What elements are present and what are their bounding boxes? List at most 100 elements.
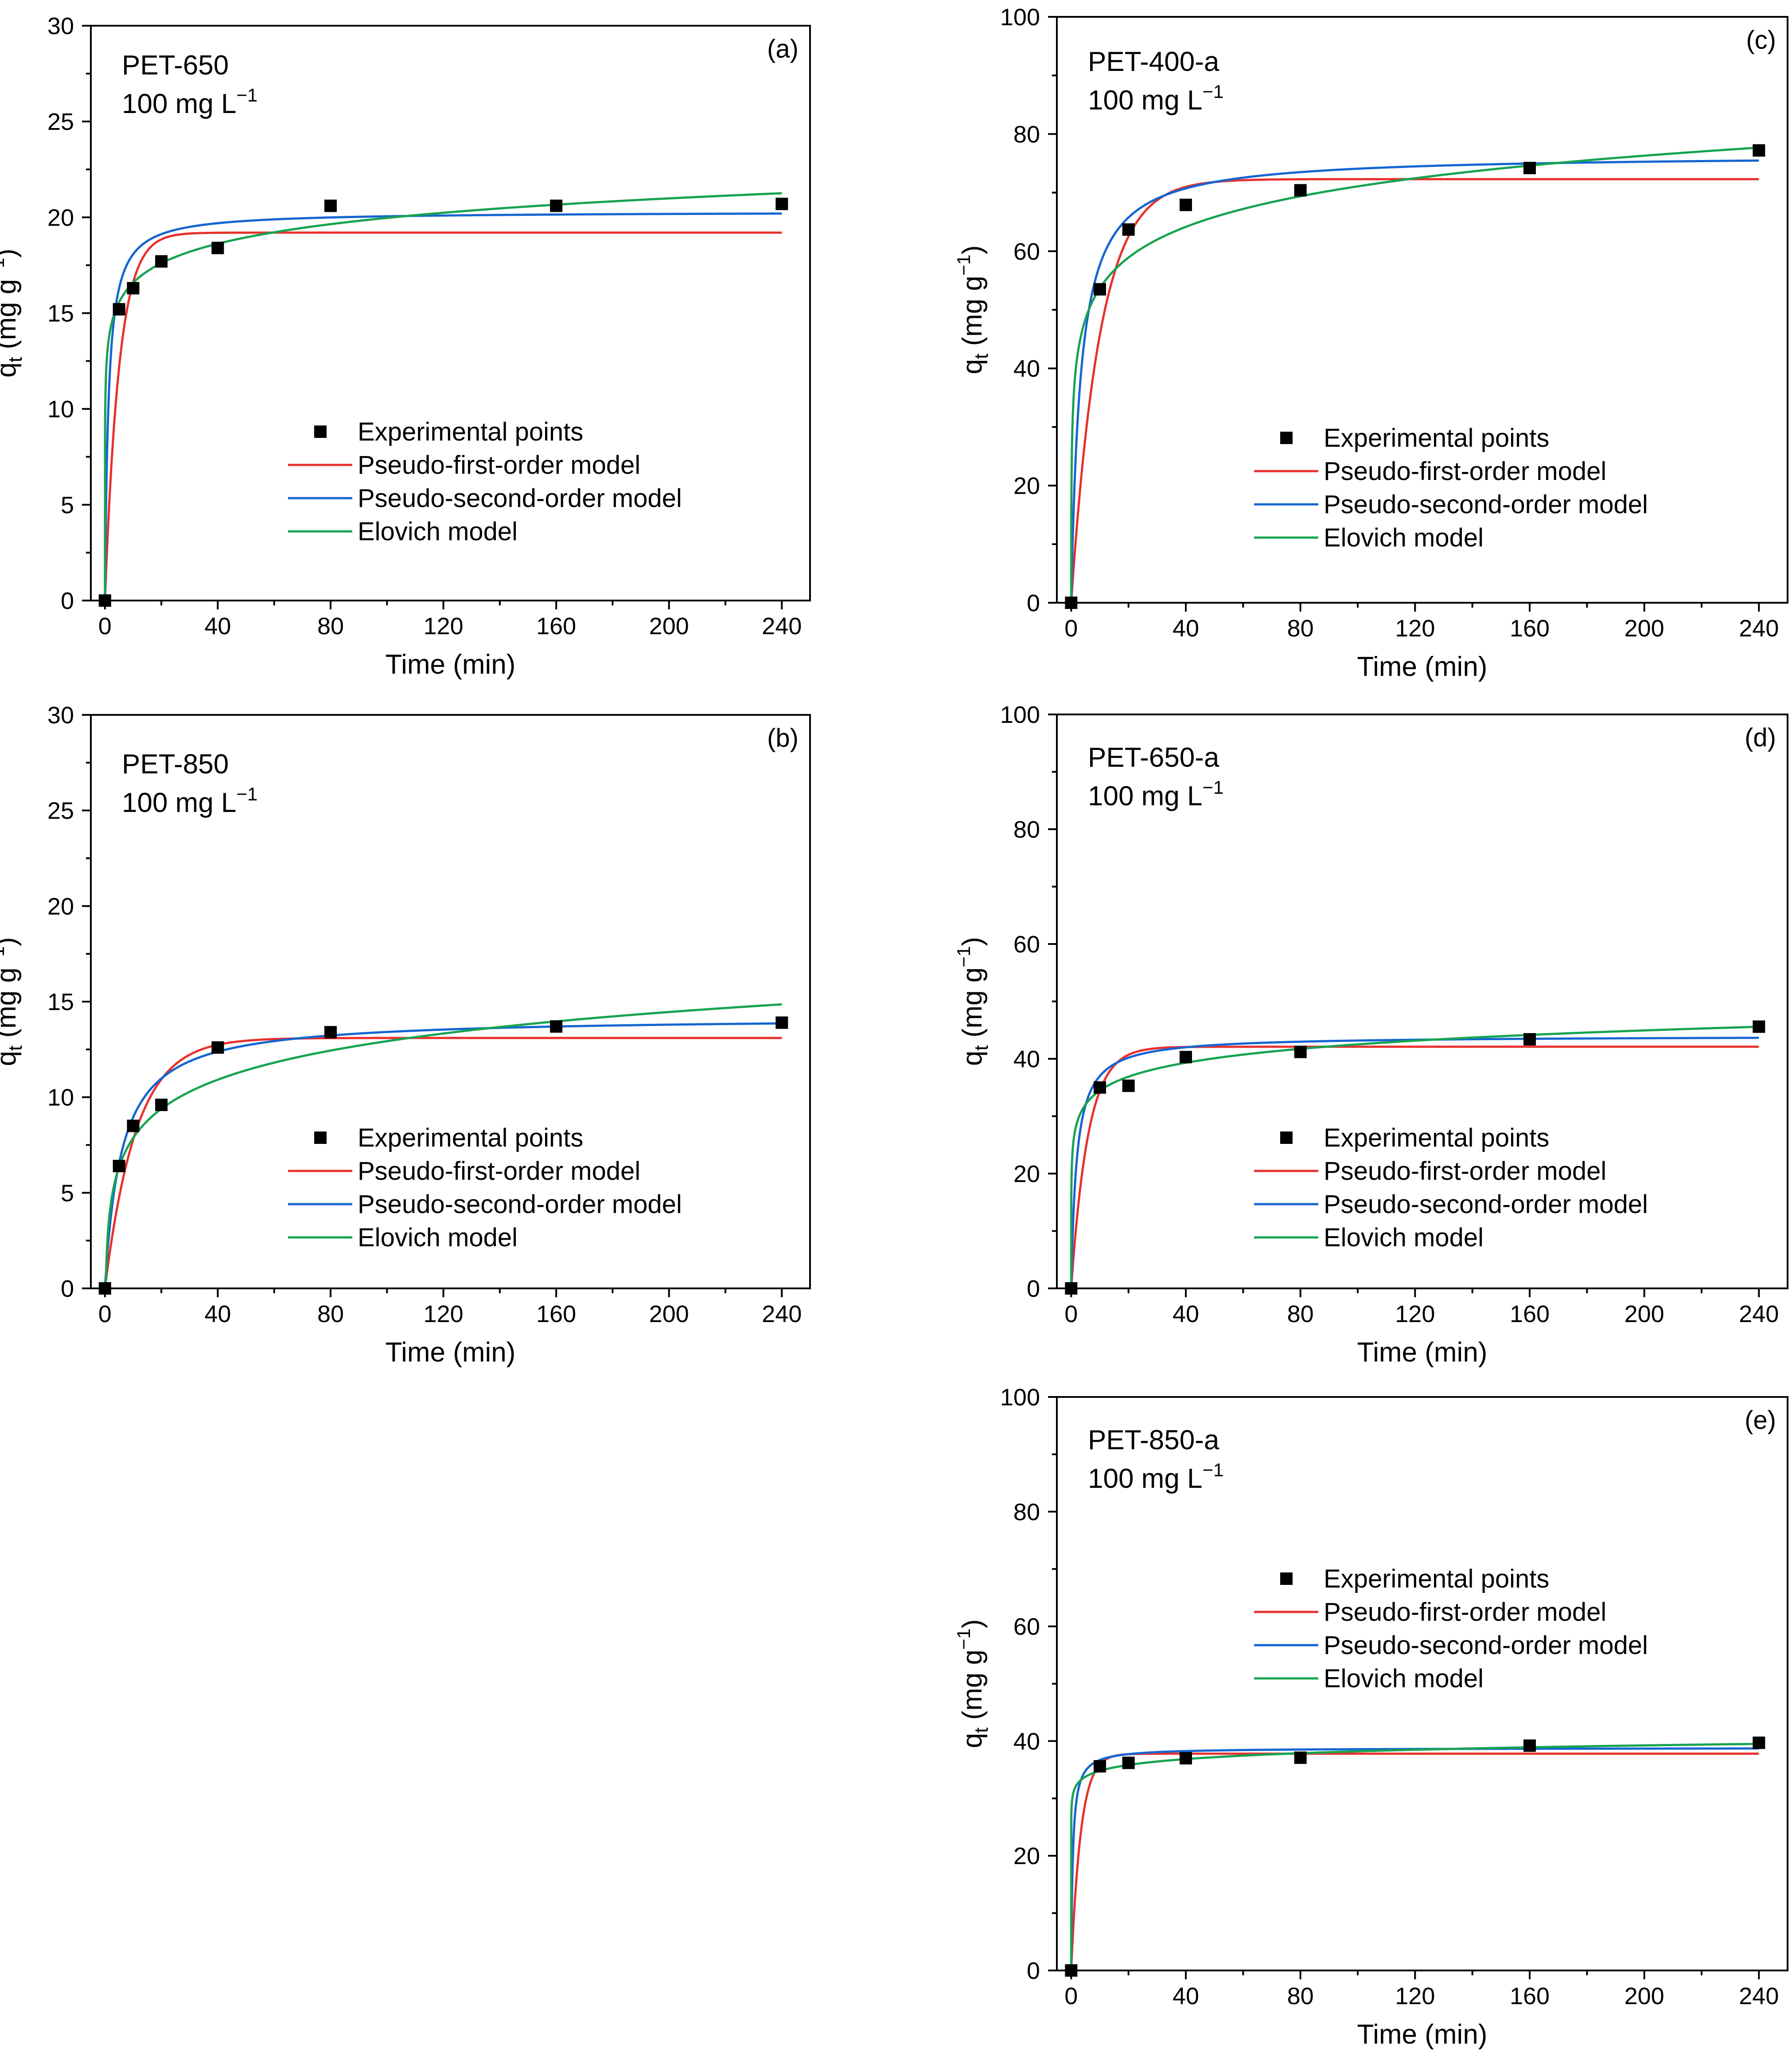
concentration-label: 100 mg L−1 — [1088, 81, 1223, 116]
x-tick-label: 160 — [536, 1301, 576, 1327]
chart-panel-b: 0 40 80 120 160 200 240 0 5 10 15 20 25 30 Time (min) q… — [0, 702, 811, 1368]
legend-experimental-marker — [1280, 432, 1293, 444]
y-axis-unit-exponent: −1 — [953, 946, 974, 968]
y-axis-unit: (mg g — [0, 279, 22, 357]
x-tick-label: 240 — [1739, 1983, 1779, 2009]
pfo-model-curve — [104, 231, 782, 601]
pfo-model-curve — [1070, 1752, 1759, 1970]
y-axis-unit-close: ) — [0, 937, 22, 947]
y-tick-label: 100 — [1000, 702, 1040, 728]
y-axis-unit-exponent: −1 — [953, 1628, 974, 1650]
model-curves — [1070, 146, 1759, 603]
x-tick-label: 40 — [1173, 1983, 1199, 2009]
x-tick-label: 40 — [204, 1301, 231, 1327]
experimental-point — [155, 1098, 168, 1111]
y-axis-title: qt (mg g−1) — [0, 937, 26, 1066]
y-tick-label: 0 — [61, 1276, 74, 1302]
experimental-point — [1523, 162, 1536, 175]
pso-model-curve — [1070, 1037, 1759, 1288]
x-tick-label: 120 — [1395, 1301, 1435, 1327]
concentration-label: 100 mg L−1 — [122, 85, 257, 119]
experimental-point — [113, 303, 125, 316]
legend-elovich-label: Elovich model — [358, 517, 518, 546]
x-tick-label: 200 — [1624, 1983, 1664, 2009]
experimental-point — [1122, 223, 1135, 236]
y-tick-label: 0 — [1027, 590, 1040, 616]
experimental-point — [1094, 283, 1106, 296]
model-curves — [1070, 1743, 1759, 1970]
x-tick-label: 80 — [1287, 1301, 1314, 1327]
pso-model-curve — [1070, 159, 1759, 603]
y-axis-symbol: q — [957, 1051, 988, 1066]
legend-experimental-marker — [314, 425, 327, 438]
legend-experimental-label: Experimental points — [1324, 424, 1549, 453]
y-tick-label: 80 — [1013, 121, 1040, 148]
legend-elovich-label: Elovich model — [1324, 1223, 1484, 1252]
y-axis-symbol: q — [0, 363, 22, 378]
panel-tag: (c) — [1746, 26, 1776, 55]
experimental-point — [211, 242, 224, 254]
legend-pfo-label: Pseudo-first-order model — [1324, 1598, 1606, 1627]
elovich-model-curve — [104, 192, 782, 601]
experimental-point — [775, 1016, 788, 1029]
y-tick-label: 10 — [47, 396, 74, 423]
y-tick-label: 80 — [1013, 1499, 1040, 1525]
legend: Experimental points Pseudo-first-order mo… — [1254, 424, 1648, 552]
y-tick-label: 20 — [47, 893, 74, 920]
y-axis-unit-close: ) — [957, 1619, 988, 1629]
legend-experimental-label: Experimental points — [358, 417, 583, 446]
y-tick-label: 0 — [61, 588, 74, 614]
y-axis-unit-close: ) — [957, 246, 988, 255]
y-tick-label: 40 — [1013, 1046, 1040, 1073]
legend-pso-label: Pseudo-second-order model — [358, 1190, 682, 1219]
x-axis-title: Time (min) — [386, 649, 516, 680]
y-tick-label: 5 — [61, 492, 74, 519]
y-axis-unit: (mg g — [957, 276, 988, 354]
x-tick-label: 0 — [98, 613, 112, 640]
legend-pso-label: Pseudo-second-order model — [358, 484, 682, 513]
panel-tag: (b) — [767, 724, 799, 753]
experimental-point — [1753, 1736, 1765, 1749]
y-axis-title: qt (mg g−1) — [953, 937, 992, 1066]
x-tick-label: 80 — [317, 1301, 344, 1327]
y-tick-label: 100 — [1000, 4, 1040, 31]
y-tick-label: 20 — [1013, 1843, 1040, 1869]
y-axis-subscript: t — [970, 354, 992, 359]
legend-pfo-label: Pseudo-first-order model — [358, 451, 640, 480]
legend-experimental-label: Experimental points — [1324, 1124, 1549, 1152]
legend-elovich-label: Elovich model — [358, 1223, 518, 1252]
experimental-point — [98, 594, 111, 607]
experimental-point — [1294, 184, 1307, 197]
x-tick-label: 240 — [1739, 1301, 1779, 1327]
y-tick-label: 30 — [47, 702, 74, 729]
chart-panel-e: 0 40 80 120 160 200 240 0 20 40 60 80 100 Time (min) q… — [953, 1384, 1788, 2050]
y-tick-label: 0 — [1027, 1958, 1040, 1984]
experimental-point — [1753, 144, 1765, 157]
y-tick-label: 25 — [47, 798, 74, 824]
x-tick-label: 160 — [536, 613, 576, 640]
y-tick-label: 20 — [1013, 1161, 1040, 1187]
experimental-point — [550, 1020, 563, 1033]
x-tick-label: 40 — [1173, 615, 1199, 642]
experimental-point — [324, 1026, 337, 1039]
x-tick-label: 40 — [1173, 1301, 1199, 1327]
experimental-point — [1065, 1282, 1078, 1295]
x-tick-label: 160 — [1510, 615, 1550, 642]
y-axis-subscript: t — [4, 1046, 26, 1051]
experimental-point — [324, 199, 337, 212]
y-axis-unit: (mg g — [957, 1650, 988, 1728]
x-tick-label: 120 — [1395, 1983, 1435, 2009]
x-tick-label: 80 — [317, 613, 344, 640]
experimental-point — [1180, 1752, 1192, 1765]
sample-label: PET-650 — [122, 50, 229, 81]
y-axis-title: qt (mg g−1) — [953, 246, 992, 375]
y-tick-label: 5 — [61, 1180, 74, 1206]
x-tick-label: 80 — [1287, 1983, 1314, 2009]
y-axis-title: qt (mg g−1) — [0, 249, 26, 378]
experimental-point — [1094, 1081, 1106, 1094]
y-axis-unit: (mg g — [0, 968, 22, 1046]
legend: Experimental points Pseudo-first-order mo… — [288, 417, 682, 546]
legend-pfo-label: Pseudo-first-order model — [358, 1157, 640, 1186]
concentration-label: 100 mg L−1 — [122, 784, 257, 818]
